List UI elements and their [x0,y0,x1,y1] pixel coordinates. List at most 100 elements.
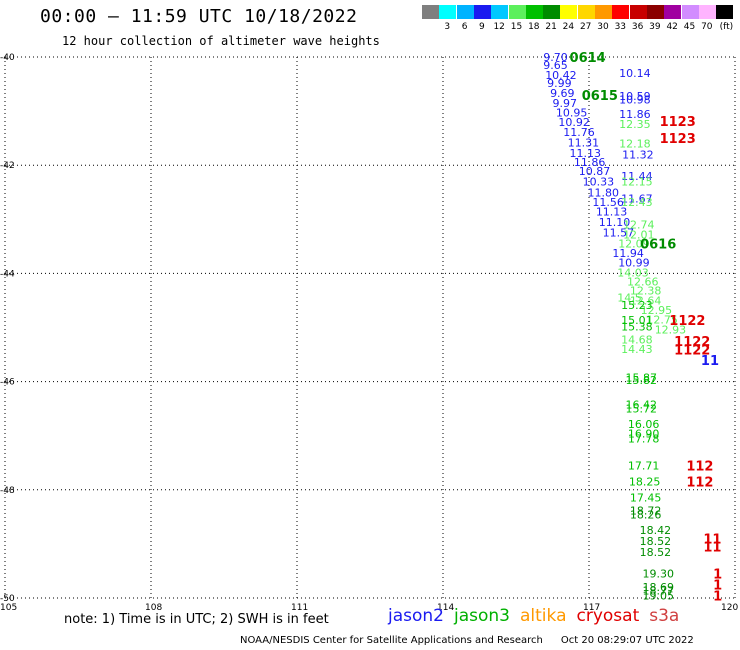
wave-height-value: 14.03 [617,266,649,279]
wave-height-value: 15.23 [621,299,653,312]
wave-height-value: 9.69 [550,87,575,100]
wave-height-value: 15.82 [626,374,658,387]
latitude-label: -42 [0,161,15,171]
wave-height-value: 10.95 [556,107,588,120]
pass-time-labels: 0614061506161123112311221122112211211211… [570,51,723,604]
legend-label: 27 [579,22,592,32]
longitude-label: 120 [721,603,738,613]
map-subtitle: 12 hour collection of altimeter wave hei… [62,34,380,48]
legend-swatch [595,5,612,19]
pass-time-label: 11 [703,532,721,547]
legend-swatch [422,5,439,19]
legend-swatch [473,5,491,19]
latitude-label: -50 [0,594,15,604]
legend-swatch [508,5,526,19]
wave-height-value: 14.43 [621,343,653,356]
legend-swatch [543,5,561,19]
pass-time-label: 0616 [640,238,676,253]
wave-height-value: 9.97 [553,97,578,110]
satellite-jason2: jason2 [388,606,444,626]
legend-label: 39 [649,22,661,32]
wave-height-value: 12.93 [655,324,687,337]
pass-time-label: 1123 [660,115,696,130]
pass-time-label: 1 [713,578,722,593]
wave-height-value: 12.95 [641,304,673,317]
legend-swatch [698,5,716,19]
wave-height-value: 15.38 [621,320,653,333]
wave-height-value: 9.99 [547,77,572,90]
wave-height-value: 10.14 [619,67,651,80]
wave-height-value: 12.38 [630,285,662,298]
wave-height-value: 12.18 [619,138,651,151]
wave-height-value: 11.13 [570,147,602,160]
legend-swatch [560,5,578,19]
map-axes: 105 108 111 114 117 120-40-42-44-46-48-50 [0,53,738,613]
footer-org: NOAA/NESDIS Center for Satellite Applica… [240,635,543,646]
wave-height-value: 11.67 [621,193,653,206]
latitude-label: -46 [0,378,15,388]
pass-time-label: 11 [703,541,721,556]
map-title: 00:00 – 11:59 UTC 10/18/2022 [40,6,358,27]
legend-swatch [629,5,647,19]
legend-label: 15 [510,22,523,32]
map-grid [4,56,736,599]
legend-label: 36 [631,22,644,32]
wave-height-value: 18.77 [643,584,675,597]
wave-height-value: 11.31 [568,136,600,149]
legend-swatch [681,5,699,19]
latitude-label: -40 [0,53,15,63]
legend-label: 24 [562,22,575,32]
wave-height-value: 19.30 [643,568,675,581]
satellite-key: jason2 jason3 altika cryosat s3a [388,606,689,626]
legend-label: 12 [493,22,505,32]
wave-height-value: 10.59 [619,90,651,103]
satellite-cryosat: cryosat [576,606,640,626]
wave-height-value: 11.76 [563,126,595,139]
wave-height-value: 11.86 [574,156,606,169]
wave-height-value: 15.01 [621,314,653,327]
wave-height-value: 18.42 [640,524,672,537]
wave-height-value: 10.92 [558,116,590,129]
wave-height-value: 10.33 [583,175,615,188]
wave-height-value: 10.98 [619,94,651,107]
wave-height-value: 11.57 [603,226,635,239]
legend-label: 9 [479,22,485,32]
wave-height-value: 18.52 [640,546,672,559]
wave-height-value: 18.52 [640,535,672,548]
pass-time-label: 112 [686,476,713,491]
wave-height-value: 17.78 [628,432,660,445]
pass-time-label: 0614 [570,51,606,66]
wave-height-value: 18.25 [629,476,661,489]
legend-unit: (ft) [719,22,734,32]
longitude-label: 114 [437,603,454,613]
legend-swatch [646,5,664,19]
legend-label: 30 [597,22,609,32]
footer-timestamp: Oct 20 08:29:07 UTC 2022 [560,635,694,646]
longitude-label: 108 [145,603,162,613]
legend-label: 70 [701,22,713,32]
pass-time-label: 1122 [674,335,710,350]
legend-swatch [577,5,595,19]
wave-height-value: 9.65 [543,59,568,72]
latitude-label: -48 [0,486,15,496]
latitude-label: -44 [0,269,15,279]
wave-height-value: 12.66 [627,276,659,289]
wave-height-value: 18.69 [643,581,675,594]
wave-height-value: 10.87 [579,165,611,178]
footer-credit: NOAA/NESDIS Center for Satellite Applica… [240,635,694,646]
wave-height-value: 12.43 [621,196,653,209]
wave-height-value: 12.09 [618,238,650,251]
legend-swatch [525,5,543,19]
legend-swatch [491,5,509,19]
legend-label: 21 [545,22,557,32]
wave-height-value: 12.74 [623,219,655,232]
wave-height-value: 16.42 [626,398,658,411]
wave-height-value: 12.15 [621,175,653,188]
map-note: note: 1) Time is in UTC; 2) SWH is in fe… [64,612,329,627]
pass-time-label: 0615 [582,89,618,104]
legend-label: 45 [683,22,696,32]
wave-height-value: 11.44 [621,170,653,183]
wave-height-value: 9.70 [543,51,568,64]
wave-height-value: 12.75 [646,313,678,326]
